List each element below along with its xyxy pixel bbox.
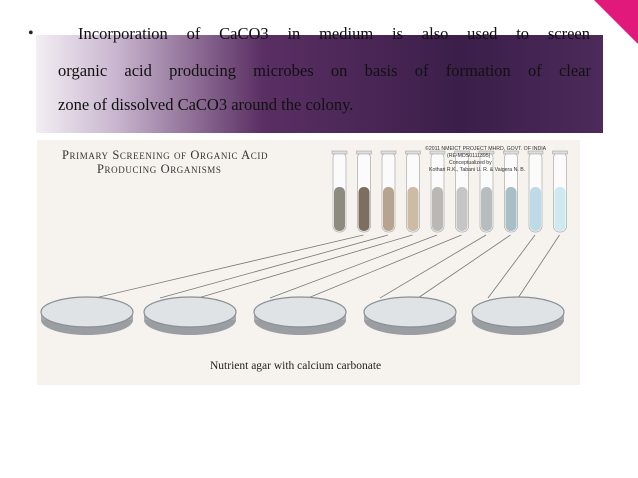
dish-top <box>471 296 565 328</box>
credit: ©2011 NMEICT PROJECT MHRD, GOVT. OF INDI… <box>425 146 547 152</box>
credit: Conceptualized by <box>449 160 492 166</box>
tube-liquid <box>505 187 517 231</box>
bullet-line: Incorporation of CaCO3 in medium is also… <box>78 24 590 43</box>
connector <box>487 234 536 299</box>
dish-top <box>40 296 134 328</box>
tube-liquid <box>383 187 394 231</box>
connector <box>417 234 511 299</box>
connector <box>517 234 560 299</box>
tube-liquid <box>432 187 443 231</box>
connector <box>269 234 438 299</box>
tube-rim <box>527 150 544 155</box>
connector <box>379 234 487 299</box>
bullet-marker: • <box>28 25 34 42</box>
tube-rim <box>405 150 421 155</box>
figure-title: Primary Screening of Organic Acid <box>62 148 269 162</box>
title-band <box>36 35 603 133</box>
tube-liquid <box>456 187 468 231</box>
credit: (RE-MDS0111395) <box>447 153 491 159</box>
tube-rim <box>356 150 372 155</box>
tube-rim <box>429 150 446 155</box>
tube-rim <box>331 150 348 155</box>
tube-rim <box>503 150 519 155</box>
connector <box>159 234 389 299</box>
bullet-line: zone of dissolved CaCO3 around the colon… <box>58 95 354 114</box>
dish-top <box>253 296 347 328</box>
tube-rim <box>478 150 495 155</box>
tube-rim <box>552 150 568 155</box>
connector <box>197 234 413 299</box>
figure-title: Producing Organisms <box>97 162 222 176</box>
dish-top <box>363 296 457 328</box>
tube-rim <box>454 150 470 155</box>
bullet-line: organic acid producing microbes on basis… <box>58 61 591 80</box>
figure-caption: Nutrient agar with calcium carbonate <box>210 360 382 372</box>
corner-accent <box>594 0 638 44</box>
tube-liquid <box>334 187 345 231</box>
figure-drawing <box>40 150 568 335</box>
connector <box>94 234 364 299</box>
tube-rim <box>380 150 397 155</box>
tube-liquid <box>554 187 566 231</box>
credit: Kothari R.K., Tabani U. R. & Vaigera N. … <box>429 167 526 173</box>
dish-top <box>143 296 237 328</box>
figure: Primary Screening of Organic Acid Produc… <box>37 140 580 385</box>
tube-liquid <box>481 187 492 231</box>
tube-liquid <box>358 187 370 231</box>
connector <box>307 234 462 299</box>
tube-liquid <box>530 187 541 231</box>
tube-liquid <box>407 187 419 231</box>
